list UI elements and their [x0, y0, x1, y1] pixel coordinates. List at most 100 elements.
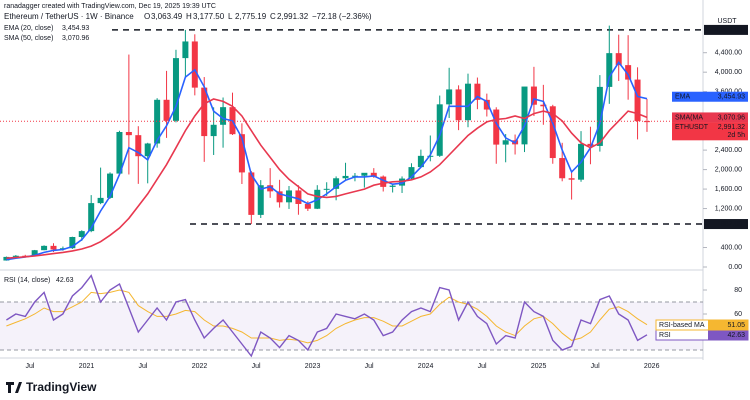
candle-body [191, 41, 198, 88]
rsi-tick-label: 80 [734, 287, 742, 294]
ticker-tag: ETHUSDT [675, 124, 709, 131]
price-tick-label: 2,400.00 [715, 147, 742, 154]
indicator-value: 3,454.93 [62, 25, 89, 32]
brand-icon [6, 382, 22, 393]
time-tick-label: Jul [139, 363, 148, 370]
rsi-title-value: 42.63 [56, 277, 74, 284]
candle-body [606, 53, 613, 87]
indicator-value: 3,070.96 [62, 35, 89, 42]
candle-body [436, 104, 443, 156]
level-tag [704, 219, 748, 230]
ohlc-value: 3,177.50 [193, 12, 225, 21]
ohlc-value: 3,063.49 [151, 12, 183, 21]
symbol: Ethereum / TetherUS · 1W · Binance [4, 12, 134, 21]
candle-body [172, 58, 179, 121]
price-tick-label: 0.00 [728, 264, 742, 271]
candle-body [417, 155, 424, 168]
candle-body [78, 231, 85, 237]
candle-body [483, 99, 490, 110]
candle-body [502, 140, 509, 145]
level-tag [704, 24, 748, 35]
ohlc-value: 2,775.19 [235, 12, 267, 21]
price-tick-label: 4,400.00 [715, 50, 742, 57]
candle-body [304, 203, 311, 209]
candle-body [596, 86, 603, 146]
level-label: 4,868.00 [715, 27, 742, 34]
price-tick-label: 4,000.00 [715, 69, 742, 76]
candle-body [248, 172, 255, 215]
candle-body [31, 250, 38, 256]
level-label: 882.00 [721, 221, 743, 228]
candle-body [474, 83, 481, 100]
candle-body [446, 89, 453, 105]
candle-body [116, 131, 123, 174]
candle-body [634, 79, 641, 122]
indicator-tag-value: 3,070.96 [718, 114, 745, 121]
indicator-name: SMA (50, close) [4, 35, 53, 42]
candle-body [182, 41, 189, 59]
time-tick-label: 2024 [418, 363, 434, 370]
indicator-name: EMA (20, close) [4, 25, 53, 32]
brand-name[interactable]: TradingView [26, 380, 97, 394]
rsi-tag-value: 42.63 [727, 332, 745, 339]
time-tick-label: 2026 [644, 363, 660, 370]
indicator-tag-value: 3,454.93 [718, 94, 745, 101]
indicator-tag [672, 91, 748, 102]
candle-body [587, 143, 594, 146]
time-tick-label: 2025 [531, 363, 547, 370]
candle-body [210, 124, 217, 137]
candle-body [257, 185, 264, 215]
candle-body [549, 106, 556, 159]
candle-body [69, 236, 76, 249]
rsi-line [6, 274, 648, 358]
candle-body [201, 87, 208, 137]
candle-body [144, 143, 151, 157]
candle-body [389, 185, 396, 187]
rsi-title: RSI (14, close) [4, 277, 50, 284]
candle-body [568, 178, 575, 180]
candle-body [643, 121, 650, 123]
indicator-tag-name: EMA [675, 94, 691, 101]
candle-body [163, 99, 170, 121]
candle-body [154, 99, 161, 144]
price-tick-label: 1,600.00 [715, 186, 742, 193]
time-tick-label: 2023 [305, 363, 321, 370]
candle-body [408, 167, 415, 179]
candle-body [107, 173, 114, 198]
credit: ranadagger created with TradingView.com,… [4, 3, 216, 10]
rsi-ma-line [6, 289, 648, 344]
rsi-tag-name: RSI-based MA [659, 322, 705, 329]
candle-body [615, 53, 622, 66]
candle-body [135, 135, 142, 157]
rsi-tag-name: RSI [659, 332, 671, 339]
candle-body [342, 175, 349, 179]
candle-body [276, 191, 283, 203]
candle-body [530, 86, 537, 105]
time-tick-label: 2021 [79, 363, 95, 370]
price-tick-label: 2,000.00 [715, 166, 742, 173]
time-tick-label: Jul [252, 363, 261, 370]
candle-body [3, 256, 10, 261]
ohlc-key: O [144, 12, 150, 21]
candle-body [333, 178, 340, 189]
time-tick-label: Jul [591, 363, 600, 370]
candle-body [97, 197, 104, 204]
candle-body [493, 109, 500, 145]
candle-body [88, 203, 95, 232]
time-tick-label: 2022 [192, 363, 208, 370]
ohlc-key: L [228, 12, 233, 21]
time-tick-label: Jul [25, 363, 34, 370]
currency: USDT [717, 18, 737, 25]
price-tick-label: 1,200.00 [715, 205, 742, 212]
candle-body [380, 176, 387, 187]
candle-body [323, 188, 330, 190]
ohlc-value: 2,991.32 [277, 12, 309, 21]
candle-body [361, 172, 368, 176]
candle-body [50, 245, 57, 250]
candle-body [295, 190, 302, 204]
candle-body [12, 255, 19, 257]
rsi-tag-value-bg [708, 330, 748, 340]
indicator-tag-name: SMA(MA [675, 114, 703, 121]
